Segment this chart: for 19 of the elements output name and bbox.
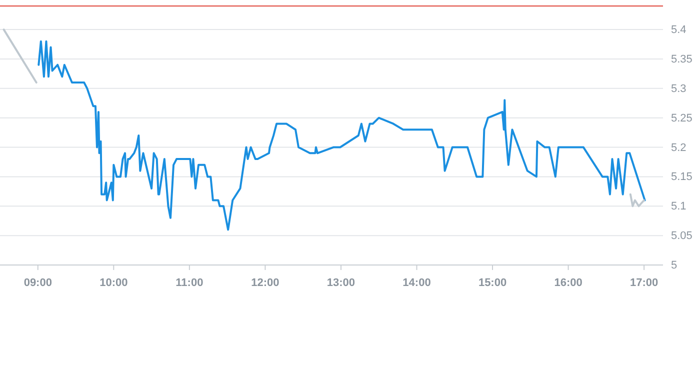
- y-tick-label: 5.05: [671, 230, 692, 242]
- y-tick-label: 5.15: [671, 171, 692, 184]
- y-tick-label: 5.25: [671, 112, 692, 124]
- y-tick-label: 5.2: [671, 142, 686, 154]
- x-tick-label: 10:00: [100, 276, 128, 289]
- x-tick-label: 15:00: [478, 276, 507, 289]
- y-tick-label: 5.4: [671, 24, 686, 36]
- x-tick-label: 13:00: [326, 276, 356, 289]
- x-tick-label: 14:00: [402, 276, 431, 289]
- x-tick-label: 16:00: [554, 276, 582, 289]
- line-series: [38, 40, 646, 231]
- y-tick-label: 5.35: [671, 53, 692, 66]
- x-tick-label: 12:00: [251, 276, 280, 289]
- y-tick-label: 5.1: [671, 200, 686, 213]
- x-tick-label: 17:00: [630, 276, 658, 289]
- x-tick-label: 09:00: [24, 276, 52, 289]
- y-tick-label: 5.3: [671, 82, 686, 95]
- y-tick-label: 5: [671, 260, 678, 272]
- x-tick-label: 11:00: [176, 276, 204, 289]
